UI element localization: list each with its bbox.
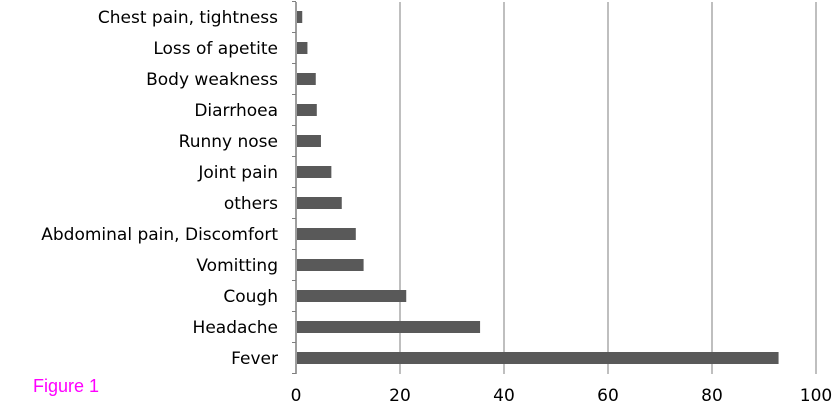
x-tick-labels: 0 20 40 60 80 100 [291,386,832,406]
bar-body-weakness [297,73,316,85]
category-label: Vomitting [196,256,278,276]
category-labels: Chest pain, tightness Loss of apetite Body… [41,8,278,369]
bar-others [297,197,342,209]
bar-fever [297,352,779,364]
category-label: Loss of apetite [153,39,278,59]
bar-abdominal-pain-discomfort [297,228,356,240]
bar-joint-pain [297,166,332,178]
bar-runny-nose [297,135,321,147]
category-label: Cough [223,287,278,307]
bar-headache [297,321,481,333]
category-label: Runny nose [179,132,278,152]
bar-vomitting [297,259,364,271]
bar-loss-of-apetite [297,42,308,54]
bar-cough [297,290,407,302]
figure-caption: Figure 1 [33,376,100,396]
bar-chest-pain-tightness [297,11,303,23]
axes [292,1,297,374]
category-label: others [224,194,278,214]
category-label: Abdominal pain, Discomfort [41,225,278,245]
category-label: Diarrhoea [194,101,278,121]
x-tick-label: 20 [389,386,411,406]
bars [297,11,779,364]
bar-diarrhoea [297,104,317,116]
category-label: Joint pain [197,163,278,183]
x-tick-label: 0 [291,386,302,406]
x-tick-label: 100 [800,386,832,406]
x-tick-label: 80 [701,386,723,406]
x-tick-label: 60 [597,386,619,406]
category-label: Fever [231,349,278,369]
gridlines [399,2,817,374]
category-label: Chest pain, tightness [98,8,278,28]
category-label: Headache [193,318,278,338]
category-label: Body weakness [146,70,278,90]
x-tick-label: 40 [493,386,515,406]
